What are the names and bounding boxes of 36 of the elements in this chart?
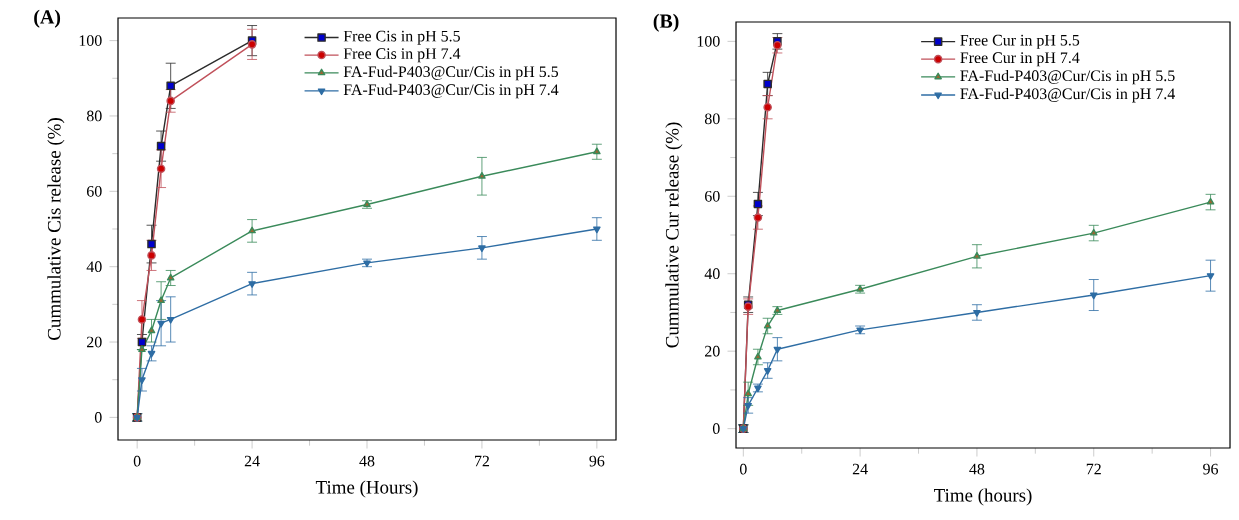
y-tick-label: 20 bbox=[87, 336, 102, 348]
x-tick-label: 72 bbox=[1086, 463, 1101, 475]
x-axis-title: Time (hours) bbox=[934, 488, 1032, 506]
y-tick-label: 20 bbox=[705, 345, 720, 357]
y-tick-label: 0 bbox=[712, 423, 720, 435]
y-tick-label: 80 bbox=[704, 113, 720, 125]
x-tick-label: 0 bbox=[739, 463, 747, 475]
y-tick-label: 100 bbox=[79, 35, 102, 46]
y-axis-title: Cummulative Cis release (%) bbox=[47, 118, 65, 340]
y-tick-label: 60 bbox=[705, 190, 720, 202]
x-tick-label: 96 bbox=[1203, 463, 1219, 475]
legend-label: FA-Fud-P403@Cur/Cis in pH 5.5 bbox=[960, 69, 1175, 85]
chart-title: (A) bbox=[34, 9, 61, 28]
legend-label: FA-Fud-P403@Cur/Cis in pH 7.4 bbox=[960, 87, 1175, 103]
y-tick-label: 80 bbox=[86, 110, 102, 122]
x-tick-label: 24 bbox=[852, 463, 868, 475]
x-tick-label: 24 bbox=[244, 455, 260, 467]
legend-label: Free Cur in pH 7.4 bbox=[960, 52, 1080, 67]
chart-title: (B) bbox=[653, 13, 679, 32]
legend-label: Free Cis in pH 5.5 bbox=[343, 30, 460, 45]
y-tick-label: 100 bbox=[697, 35, 720, 47]
x-tick-label: 48 bbox=[969, 463, 985, 475]
x-axis-title: Time (Hours) bbox=[315, 480, 418, 498]
x-tick-label: 72 bbox=[475, 455, 490, 467]
y-tick-label: 60 bbox=[87, 185, 102, 197]
y-tick-label: 40 bbox=[704, 268, 720, 280]
x-tick-label: 0 bbox=[133, 455, 141, 467]
legend-label: Free Cis in pH 7.4 bbox=[343, 48, 461, 63]
x-tick-label: 96 bbox=[589, 455, 605, 467]
legend-label: Free Cur in pH 5.5 bbox=[960, 34, 1080, 49]
y-tick-label: 40 bbox=[86, 261, 102, 273]
x-tick-label: 48 bbox=[359, 455, 375, 467]
y-tick-label: 0 bbox=[94, 412, 102, 423]
legend-label: FA-Fud-P403@Cur/Cis in pH 5.5 bbox=[343, 65, 559, 81]
y-axis-title: Cummulative Cur release (%) bbox=[665, 122, 683, 348]
legend-label: FA-Fud-P403@Cur/Cis in pH 7.4 bbox=[343, 83, 559, 99]
